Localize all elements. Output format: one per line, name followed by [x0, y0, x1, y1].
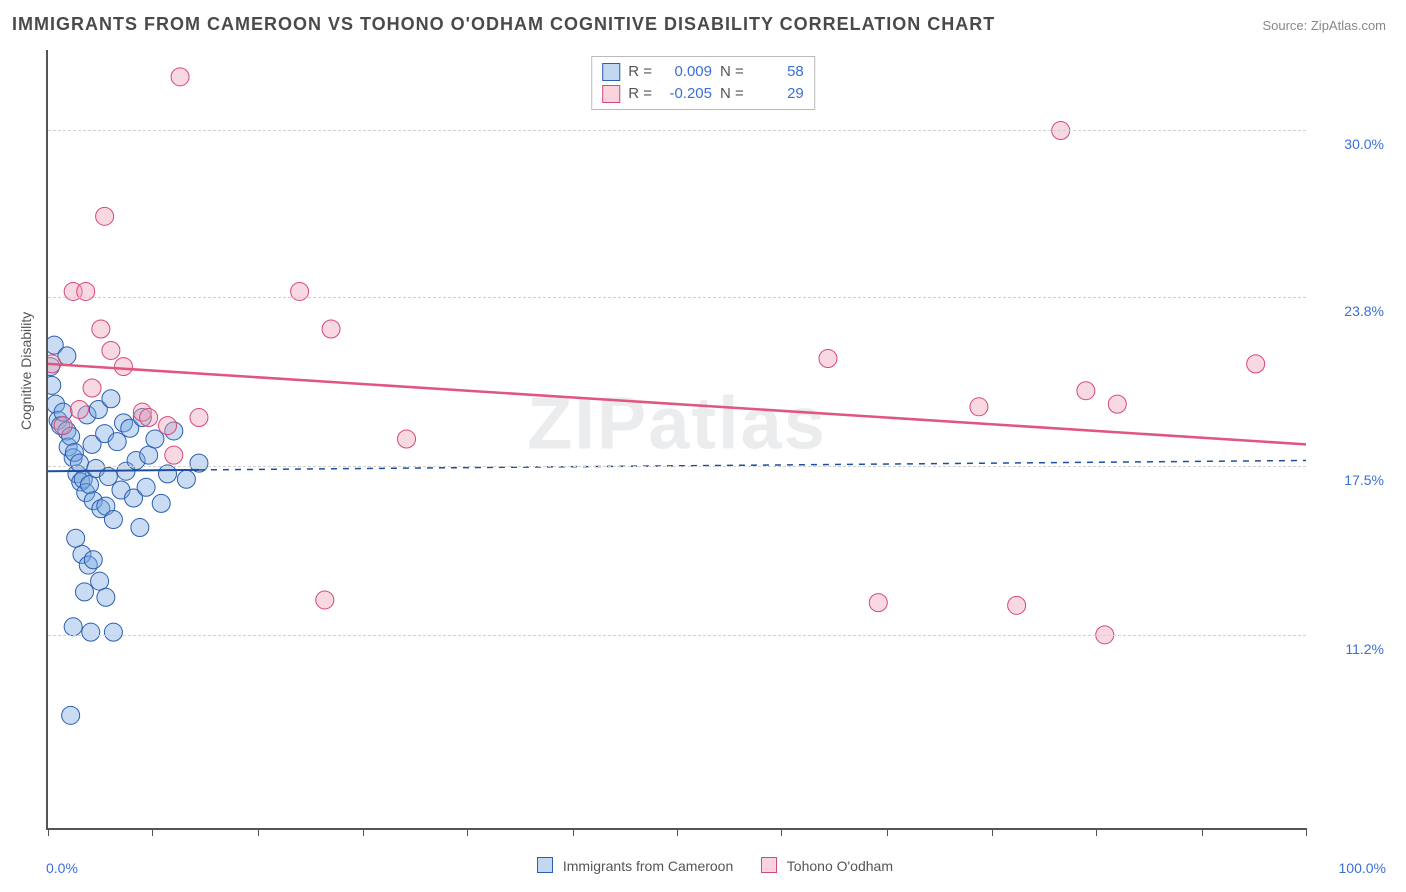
x-tick — [1306, 828, 1307, 836]
scatter-point — [137, 478, 155, 496]
scatter-point — [62, 706, 80, 724]
chart-plot-area: ZIPatlas 11.2%17.5%23.8%30.0% — [46, 50, 1306, 830]
scatter-point — [869, 594, 887, 612]
r-label: R = — [628, 83, 652, 105]
x-tick — [781, 828, 782, 836]
scatter-point — [104, 623, 122, 641]
scatter-point — [970, 398, 988, 416]
n-value-blue: 58 — [752, 61, 804, 83]
scatter-point — [48, 376, 61, 394]
y-tick-label: 17.5% — [1344, 472, 1384, 488]
scatter-point — [316, 591, 334, 609]
scatter-point — [67, 529, 85, 547]
gridline — [48, 130, 1306, 131]
y-axis-label: Cognitive Disability — [18, 312, 34, 430]
scatter-point — [81, 476, 99, 494]
source-label: Source: ZipAtlas.com — [1262, 18, 1386, 33]
stats-row-pink: R = -0.205 N = 29 — [602, 83, 804, 105]
x-tick — [573, 828, 574, 836]
chart-svg — [48, 50, 1306, 828]
gridline — [48, 466, 1306, 467]
scatter-point — [70, 454, 88, 472]
legend-swatch-blue — [537, 857, 553, 873]
scatter-point — [114, 358, 132, 376]
scatter-point — [177, 470, 195, 488]
stats-legend: R = 0.009 N = 58 R = -0.205 N = 29 — [591, 56, 815, 110]
scatter-point — [322, 320, 340, 338]
gridline — [48, 297, 1306, 298]
legend-swatch-pink — [761, 857, 777, 873]
scatter-point — [131, 519, 149, 537]
scatter-point — [82, 623, 100, 641]
scatter-point — [83, 379, 101, 397]
n-value-pink: 29 — [752, 83, 804, 105]
n-label: N = — [720, 83, 744, 105]
scatter-point — [102, 341, 120, 359]
r-value-blue: 0.009 — [660, 61, 712, 83]
x-tick — [1096, 828, 1097, 836]
scatter-point — [140, 409, 158, 427]
x-tick — [992, 828, 993, 836]
scatter-point — [92, 320, 110, 338]
scatter-point — [97, 588, 115, 606]
bottom-legend: Immigrants from Cameroon Tohono O'odham — [0, 857, 1406, 874]
regression-line — [48, 470, 199, 471]
y-tick-label: 11.2% — [1345, 641, 1384, 657]
gridline — [48, 635, 1306, 636]
y-tick-label: 23.8% — [1344, 303, 1384, 319]
y-tick-label: 30.0% — [1344, 136, 1384, 152]
scatter-point — [152, 494, 170, 512]
x-tick — [48, 828, 49, 836]
x-tick — [677, 828, 678, 836]
scatter-point — [70, 400, 88, 418]
stats-swatch-blue — [602, 63, 620, 81]
scatter-point — [171, 68, 189, 86]
scatter-point — [75, 583, 93, 601]
legend-label-blue: Immigrants from Cameroon — [563, 858, 733, 874]
scatter-point — [96, 207, 114, 225]
r-label: R = — [628, 61, 652, 83]
stats-swatch-pink — [602, 85, 620, 103]
x-tick — [467, 828, 468, 836]
scatter-point — [84, 551, 102, 569]
scatter-point — [190, 409, 208, 427]
scatter-point — [1008, 596, 1026, 614]
scatter-point — [165, 446, 183, 464]
scatter-point — [398, 430, 416, 448]
scatter-point — [102, 390, 120, 408]
x-tick — [258, 828, 259, 836]
chart-title: IMMIGRANTS FROM CAMEROON VS TOHONO O'ODH… — [12, 14, 995, 35]
scatter-point — [54, 417, 72, 435]
scatter-point — [819, 350, 837, 368]
x-tick — [152, 828, 153, 836]
scatter-point — [64, 618, 82, 636]
stats-row-blue: R = 0.009 N = 58 — [602, 61, 804, 83]
x-tick — [887, 828, 888, 836]
scatter-point — [1247, 355, 1265, 373]
scatter-point — [91, 572, 109, 590]
scatter-point — [1077, 382, 1095, 400]
r-value-pink: -0.205 — [660, 83, 712, 105]
scatter-point — [1108, 395, 1126, 413]
x-tick — [1202, 828, 1203, 836]
scatter-point — [159, 417, 177, 435]
legend-label-pink: Tohono O'odham — [787, 858, 893, 874]
n-label: N = — [720, 61, 744, 83]
x-tick — [363, 828, 364, 836]
scatter-point — [159, 465, 177, 483]
scatter-point — [140, 446, 158, 464]
scatter-point — [104, 510, 122, 528]
